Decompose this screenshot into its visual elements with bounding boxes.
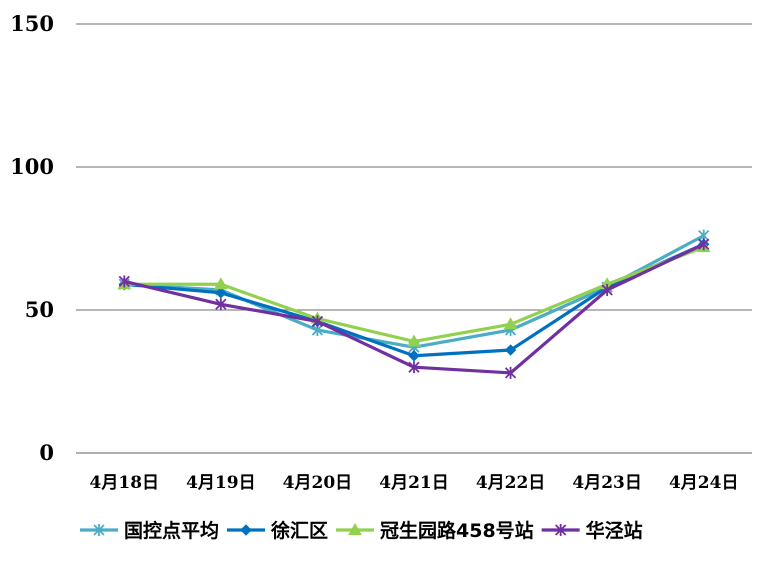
- x-tick-label: 4月24日: [669, 473, 739, 493]
- data-point-marker: [348, 522, 362, 535]
- legend-label: 徐汇区: [270, 519, 328, 542]
- data-point-marker: [215, 287, 227, 299]
- y-axis-ticks: 0 50 100 150: [10, 11, 54, 465]
- series-lines: [117, 229, 711, 379]
- legend-label: 国控点平均: [124, 519, 219, 542]
- x-tick-label: 4月21日: [379, 473, 449, 493]
- legend-item: 冠生园路458号站: [336, 519, 534, 542]
- data-point-marker: [503, 317, 518, 330]
- data-point-marker: [504, 344, 517, 356]
- series-line: [122, 245, 706, 344]
- x-tick-label: 4月22日: [476, 473, 546, 493]
- legend: 国控点平均 徐汇区 冠生园路458号站 华泾站: [80, 519, 643, 542]
- data-point-marker: [555, 524, 567, 536]
- series-3: [118, 238, 710, 379]
- y-tick-label: 50: [25, 297, 54, 322]
- data-point-marker: [601, 283, 613, 296]
- data-point-marker: [240, 524, 252, 536]
- data-point-marker: [118, 275, 130, 288]
- data-point-marker: [407, 334, 421, 347]
- data-point-marker: [504, 366, 517, 379]
- data-point-marker: [215, 298, 227, 311]
- data-point-marker: [408, 361, 420, 374]
- y-tick-label: 0: [39, 440, 54, 465]
- legend-item: 徐汇区: [227, 519, 328, 542]
- legend-label: 华泾站: [586, 519, 643, 542]
- y-tick-label: 100: [10, 154, 54, 179]
- y-tick-label: 150: [10, 11, 54, 36]
- x-tick-label: 4月23日: [572, 473, 642, 493]
- x-axis-ticks: 4月18日 4月19日 4月20日 4月21日 4月22日 4月23日 4月24日: [90, 473, 739, 493]
- series-2: [117, 240, 711, 347]
- x-tick-label: 4月20日: [283, 473, 353, 493]
- data-point-marker: [698, 238, 710, 251]
- data-point-marker: [213, 277, 228, 290]
- legend-item: 国控点平均: [80, 519, 219, 542]
- gridlines: [76, 23, 752, 454]
- data-point-marker: [93, 524, 105, 536]
- data-point-marker: [408, 350, 420, 362]
- data-point-marker: [311, 315, 324, 328]
- x-tick-label: 4月19日: [186, 473, 256, 493]
- legend-item: 华泾站: [541, 519, 643, 542]
- x-tick-label: 4月18日: [90, 473, 160, 493]
- legend-label: 冠生园路458号站: [380, 519, 534, 542]
